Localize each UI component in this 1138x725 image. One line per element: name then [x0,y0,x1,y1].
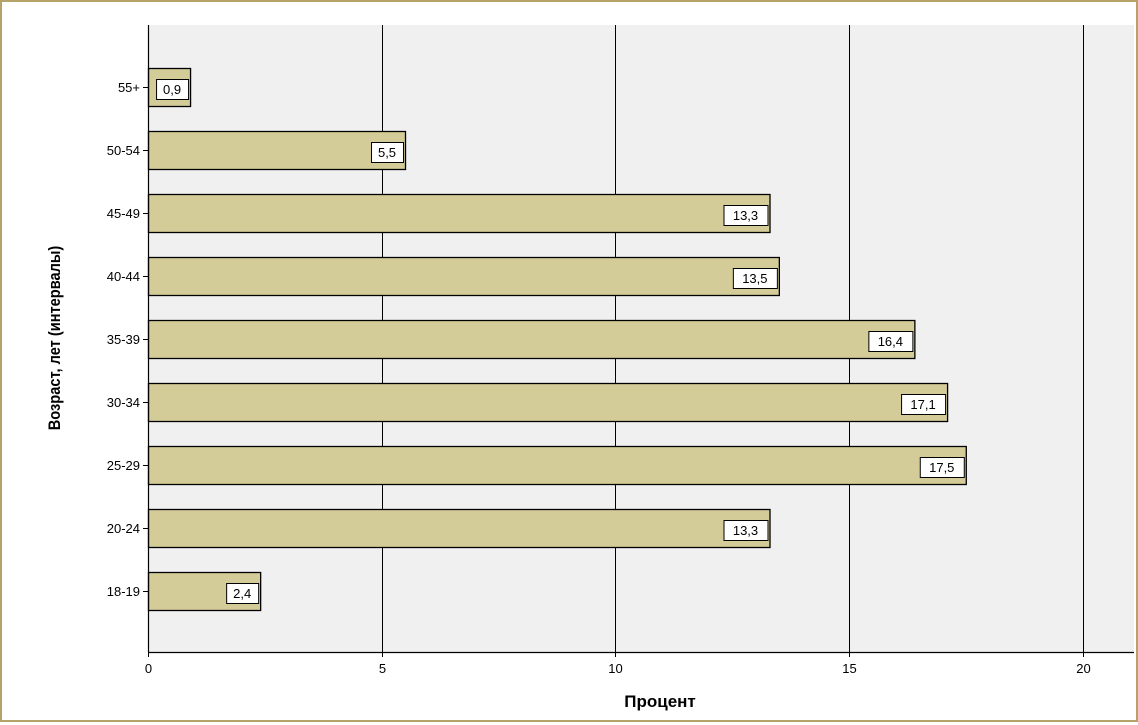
bar-35-39 [147,319,916,360]
data-label-45-49: 13,3 [733,208,758,223]
y-tick-label-55+: 55+ [118,80,140,95]
x-tick-label-15: 15 [842,661,856,676]
y-tick-label-18-19: 18-19 [107,584,140,599]
data-label-35-39: 16,4 [878,334,903,349]
data-label-50-54: 5,5 [378,145,396,160]
y-tick-label-25-29: 25-29 [107,458,140,473]
x-tick-label-5: 5 [379,661,386,676]
bar-25-29 [147,445,967,486]
axes: 0 5 10 15 20 55+ 50-54 45-49 40-44 35-39 30-34 25-2… [107,25,1134,676]
x-axis-title: Процент [624,692,696,711]
data-label-30-34: 17,1 [910,397,935,412]
data-label-18-19: 2,4 [233,586,251,601]
x-tick-label-20: 20 [1076,661,1090,676]
bar-50-54 [147,130,407,171]
data-label-box-40-44 [732,268,778,289]
y-tick-label-45-49: 45-49 [107,206,140,221]
bar-30-34 [147,382,949,423]
data-label-box-35-39 [868,331,914,352]
data-label-40-44: 13,5 [742,271,767,286]
y-tick-label-40-44: 40-44 [107,269,140,284]
data-label-box-55+ [156,79,190,100]
bar-20-24 [147,508,771,549]
data-label-20-24: 13,3 [733,523,758,538]
x-tick-label-10: 10 [608,661,622,676]
bars [147,67,967,612]
y-tick-label-30-34: 30-34 [107,395,140,410]
data-label-box-45-49 [723,205,769,226]
data-labels: 0,9 5,5 13,3 13,5 16,4 17,1 17,5 13,3 2,4 [156,79,965,604]
data-label-box-18-19 [226,583,260,604]
y-tick-label-20-24: 20-24 [107,521,140,536]
data-label-25-29: 17,5 [929,460,954,475]
data-label-box-20-24 [723,520,769,541]
data-label-box-30-34 [901,394,947,415]
y-tick-label-35-39: 35-39 [107,332,140,347]
bar-40-44 [147,256,781,297]
data-label-box-50-54 [371,142,405,163]
data-label-box-25-29 [919,457,965,478]
data-label-55+: 0,9 [163,82,181,97]
x-tick-label-0: 0 [145,661,152,676]
y-axis-title: Возраст, лет (интервалы) [46,246,64,431]
bar-45-49 [147,193,771,234]
y-tick-label-50-54: 50-54 [107,143,140,158]
